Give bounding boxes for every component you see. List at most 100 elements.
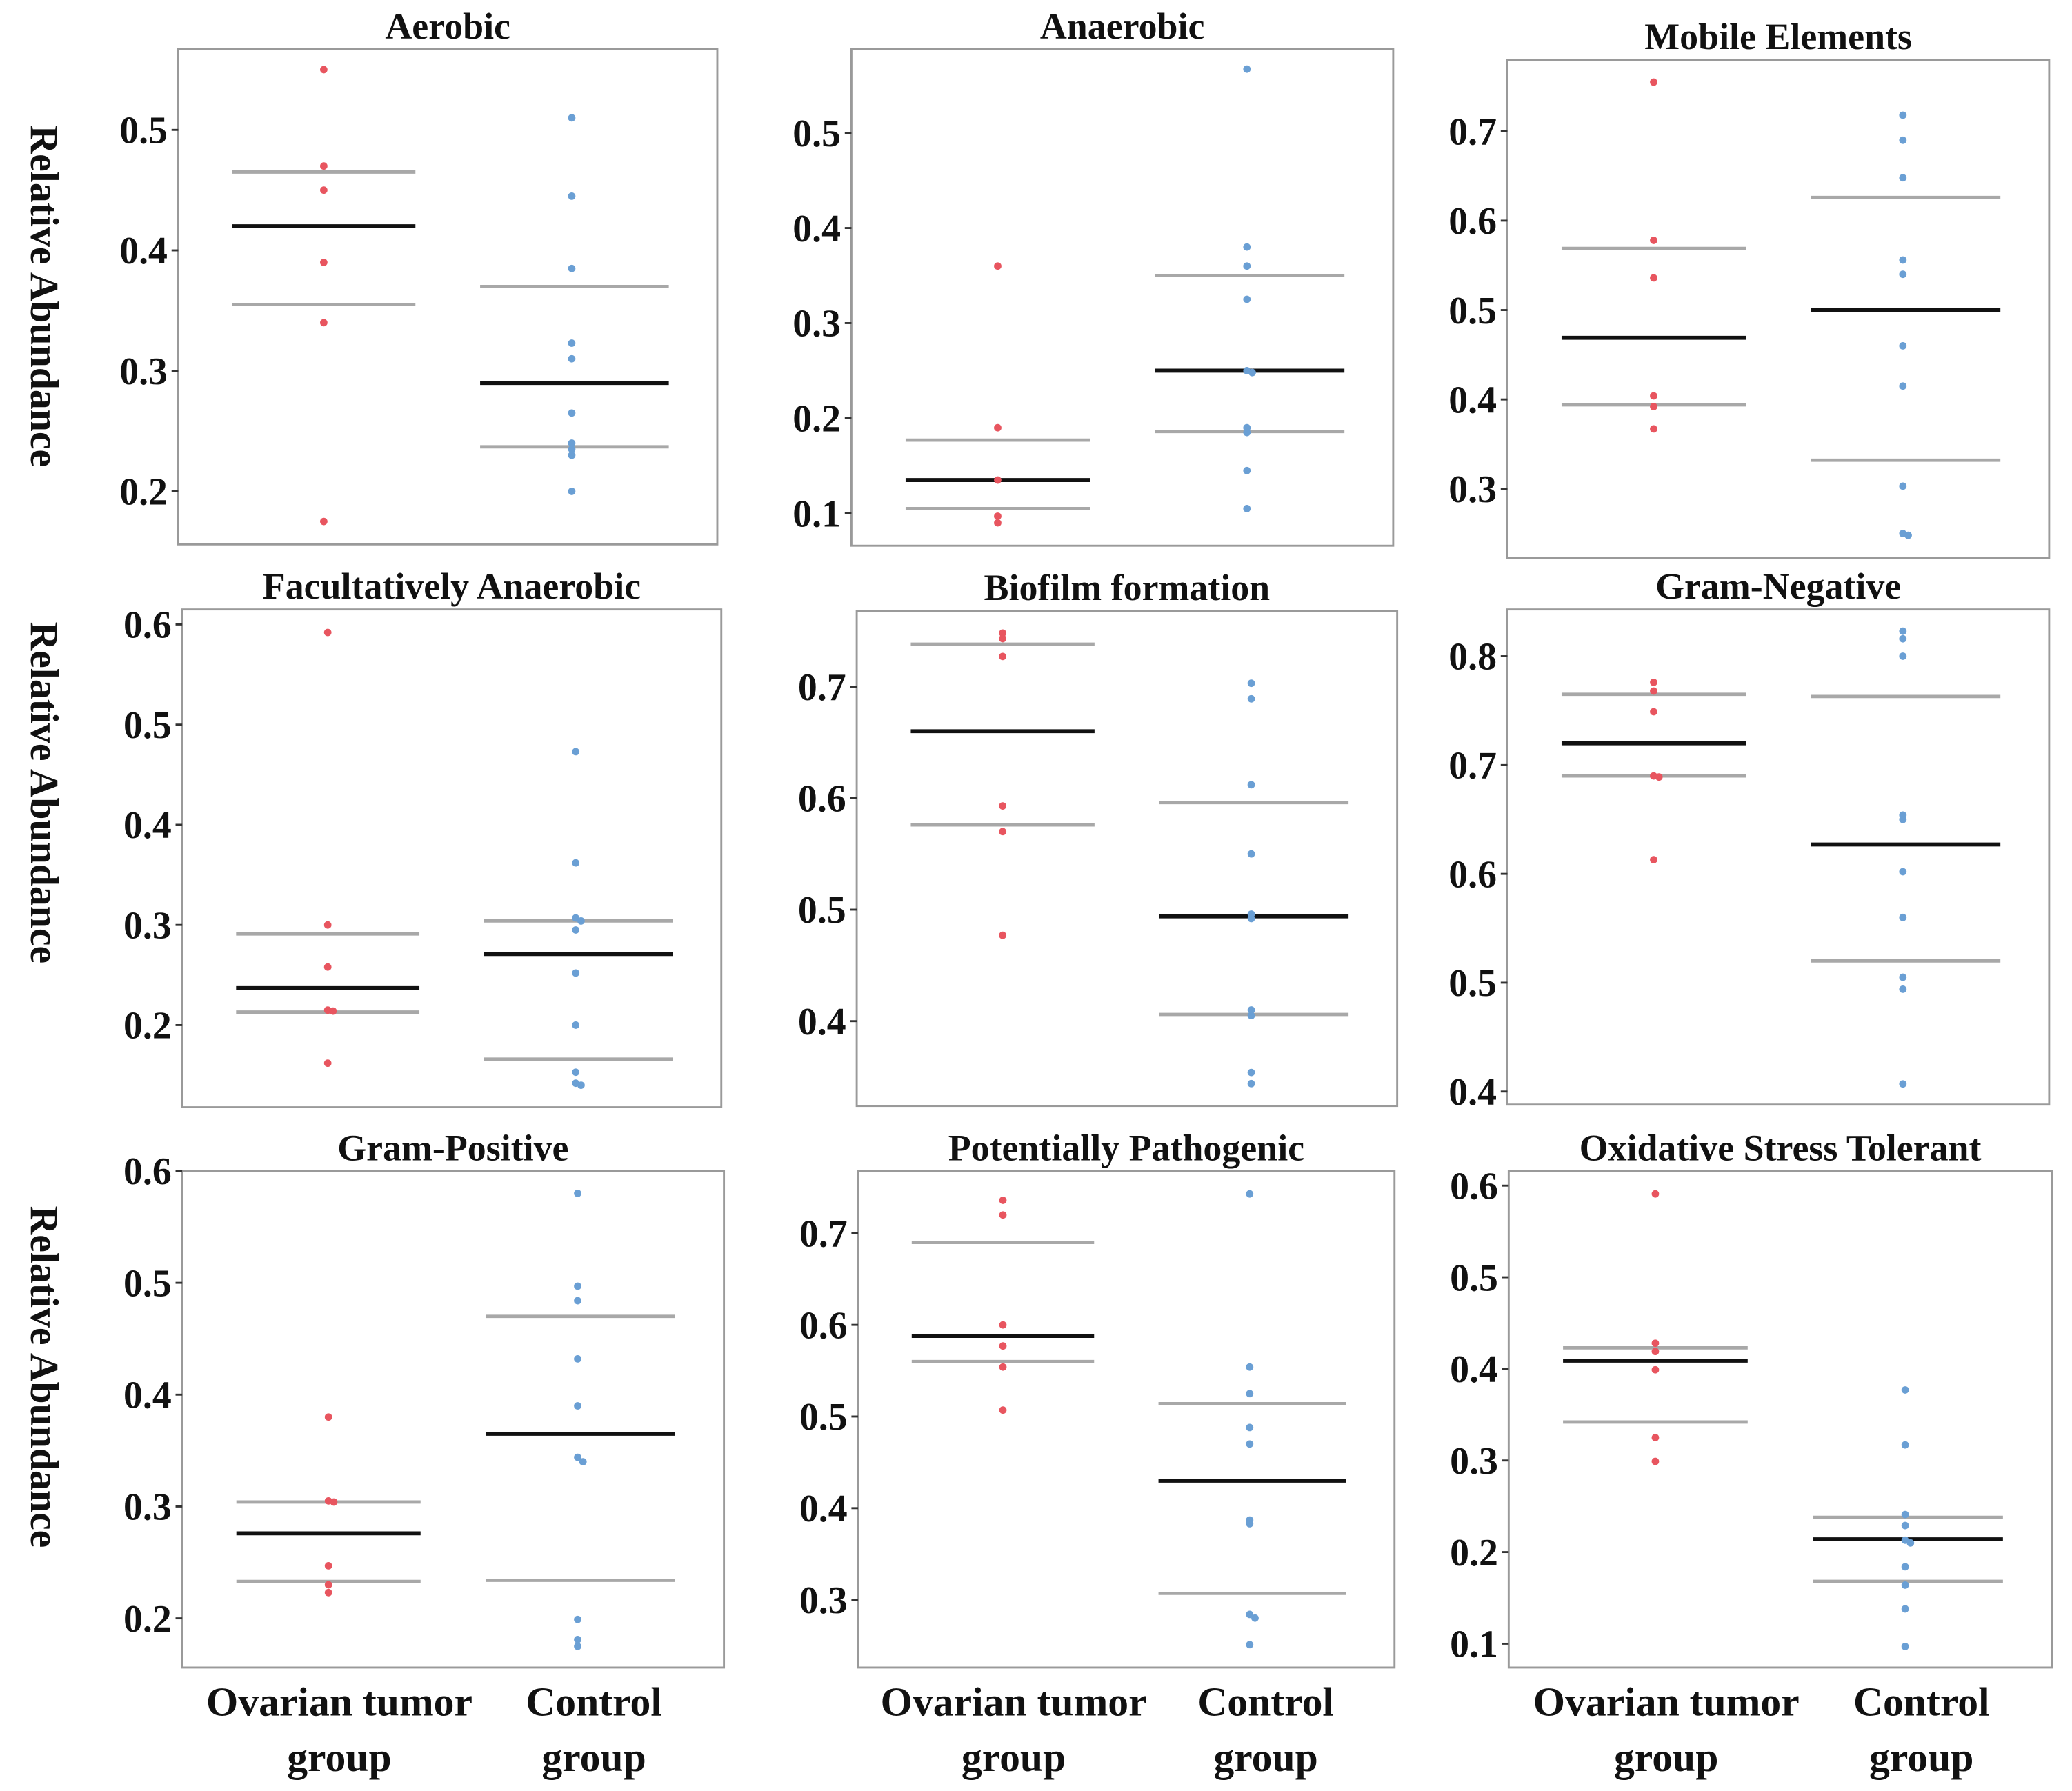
control-point (568, 264, 576, 272)
tumor-point (320, 186, 328, 194)
control-point (568, 354, 576, 363)
y-tick-label: 0.8 (1448, 636, 1497, 679)
panel-title: Biofilm formation (984, 567, 1271, 608)
control-point (1901, 1563, 1909, 1571)
control-point (1248, 368, 1256, 377)
y-tick-label: 0.3 (1450, 1440, 1498, 1483)
control-point (1899, 341, 1907, 350)
tumor-point (999, 828, 1007, 836)
panel-title: Mobile Elements (1644, 16, 1912, 57)
tumor-point (999, 1321, 1007, 1329)
control-point (1899, 973, 1907, 981)
x-label-control: Control (1197, 1679, 1334, 1724)
y-tick-label: 0.6 (123, 1150, 172, 1193)
control-point (1899, 256, 1907, 264)
panel-anaerobic: Anaerobic 0.1 0.2 0.3 0.4 0.5 (793, 6, 1395, 547)
tumor-point (999, 1342, 1007, 1350)
y-tick-label: 0.6 (799, 1304, 848, 1347)
tumor-point (323, 628, 332, 637)
control-point (1899, 136, 1907, 144)
tumor-point (1651, 1365, 1660, 1374)
tumor-point (1650, 392, 1657, 400)
control-point (1899, 815, 1907, 823)
panel-oxidative-stress-tolerant: Oxidative Stress Tolerant 0.1 0.2 0.3 0.4 0.5… (1450, 1128, 2053, 1669)
control-point (568, 445, 576, 453)
control-point (568, 451, 576, 459)
control-point (1901, 1581, 1909, 1589)
tumor-point (1655, 773, 1663, 781)
control-point (572, 748, 580, 756)
control-point (1247, 679, 1255, 688)
panel-frame (855, 610, 1399, 1108)
control-point (574, 1190, 581, 1197)
control-point (574, 1282, 581, 1290)
y-tick-label: 0.5 (119, 110, 168, 152)
y-tick-label: 0.4 (123, 804, 172, 847)
control-point (1247, 781, 1255, 789)
control-point (572, 1021, 580, 1029)
y-tick-label: 0.2 (1450, 1532, 1498, 1574)
control-point (574, 1615, 581, 1623)
control-point (572, 969, 580, 977)
tumor-point (994, 519, 1002, 527)
tumor-point (1651, 1348, 1660, 1356)
control-point (1906, 1539, 1915, 1547)
control-point (1246, 1610, 1254, 1619)
control-point (1243, 505, 1251, 512)
y-tick-label: 0.6 (123, 604, 172, 647)
control-point (1901, 1441, 1909, 1449)
control-point (1247, 1012, 1255, 1020)
panel-frame (850, 48, 1395, 547)
control-point (1243, 466, 1251, 474)
x-label-tumor: group (962, 1734, 1066, 1780)
y-tick-label: 0.2 (119, 471, 168, 514)
x-label-control: group (1213, 1734, 1317, 1780)
panel-title: Gram-Positive (337, 1128, 568, 1169)
control-point (1899, 913, 1907, 921)
control-point (574, 1297, 581, 1305)
panel-title: Anaerobic (1040, 6, 1205, 47)
y-tick-label: 0.1 (1450, 1623, 1498, 1666)
y-tick-label: 0.3 (799, 1579, 848, 1622)
tumor-point (1650, 856, 1657, 864)
y-tick-label: 0.5 (799, 1396, 848, 1439)
control-point (1899, 652, 1907, 660)
x-label-control: Control (526, 1679, 662, 1724)
y-tick-label: 0.4 (1448, 379, 1497, 421)
panel-title: Potentially Pathogenic (948, 1128, 1304, 1169)
control-point (1247, 850, 1255, 858)
tumor-point (999, 1363, 1007, 1371)
y-tick-label: 0.6 (1448, 853, 1497, 896)
control-point (1899, 985, 1907, 993)
control-point (1247, 1079, 1255, 1088)
y-tick-label: 0.4 (123, 1374, 172, 1417)
y-tick-label: 0.7 (1448, 745, 1497, 788)
tumor-point (1650, 403, 1657, 410)
y-tick-label: 0.4 (798, 1001, 846, 1043)
tumor-point (330, 1498, 338, 1506)
tumor-point (994, 512, 1002, 520)
y-tick-label: 0.4 (1450, 1348, 1498, 1391)
y-tick-label: 0.2 (123, 1005, 172, 1048)
y-axis-label: Relative Abundance (22, 125, 66, 467)
control-point (1899, 111, 1907, 119)
y-tick-label: 0.3 (1448, 468, 1497, 511)
y-tick-label: 0.3 (793, 303, 841, 346)
y-tick-label: 0.7 (799, 1213, 848, 1256)
panel-mobile-elements: Mobile Elements 0.3 0.4 0.5 0.6 0.7 (1448, 16, 2051, 559)
tumor-point (323, 1059, 332, 1068)
y-tick-label: 0.5 (123, 1262, 172, 1305)
x-label-tumor: Ovarian tumor (206, 1679, 472, 1724)
control-point (574, 1636, 581, 1643)
tumor-point (324, 1588, 332, 1597)
panel-gram-positive: Gram-Positive 0.2 0.3 0.4 0.5 0.6 (123, 1128, 726, 1669)
y-tick-label: 0.4 (799, 1488, 848, 1530)
control-point (574, 1355, 581, 1363)
tumor-point (329, 1007, 337, 1015)
panel-frame (1506, 59, 2051, 559)
panel-frame (181, 608, 723, 1109)
control-point (1247, 694, 1255, 703)
tumor-point (999, 652, 1007, 661)
control-point (572, 926, 580, 934)
tumor-point (999, 931, 1007, 939)
